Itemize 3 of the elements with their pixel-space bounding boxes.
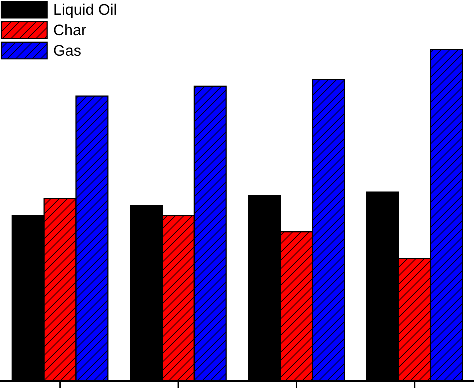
legend-label: Liquid Oil [54, 4, 116, 18]
legend-label: Char [54, 24, 86, 36]
legend-label: Gas [54, 45, 81, 56]
